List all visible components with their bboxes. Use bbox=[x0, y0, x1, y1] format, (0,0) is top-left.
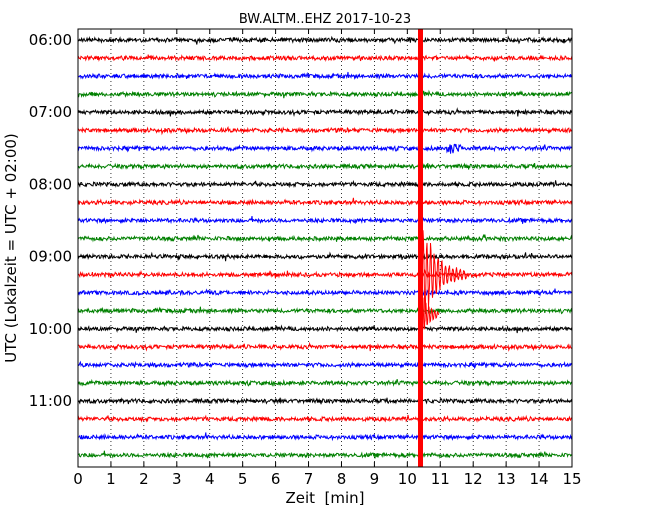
y-tick-label: 07:00 bbox=[29, 103, 72, 121]
x-tick-label: 13 bbox=[497, 470, 516, 488]
x-tick-label: 4 bbox=[205, 470, 215, 488]
trace-6 bbox=[77, 143, 573, 154]
trace-5 bbox=[77, 126, 573, 136]
y-axis-ticks: 06:00 07:00 08:00 09:00 10:00 11:00 bbox=[29, 31, 572, 410]
trace-1 bbox=[77, 54, 573, 63]
earthquake-event bbox=[418, 29, 467, 467]
y-tick-label: 06:00 bbox=[29, 31, 72, 49]
x-tick-label: 2 bbox=[139, 470, 149, 488]
chart-title: BW.ALTM..EHZ 2017-10-23 bbox=[239, 12, 411, 27]
trace-19 bbox=[77, 378, 573, 388]
trace-13 bbox=[77, 268, 573, 279]
x-axis-ticks: 0 1 2 3 4 5 6 7 8 9 10 11 12 13 14 15 bbox=[73, 29, 582, 488]
trace-21 bbox=[77, 414, 572, 423]
seismic-traces bbox=[77, 35, 573, 460]
x-tick-label: 11 bbox=[431, 470, 450, 488]
x-tick-label: 1 bbox=[106, 470, 116, 488]
event-coda-lower bbox=[420, 296, 439, 337]
trace-11 bbox=[77, 233, 573, 243]
x-tick-label: 15 bbox=[562, 470, 581, 488]
trace-20 bbox=[77, 397, 573, 406]
trace-16 bbox=[77, 324, 573, 334]
trace-14 bbox=[77, 288, 573, 297]
trace-15 bbox=[77, 306, 573, 315]
trace-7 bbox=[77, 162, 572, 171]
trace-17 bbox=[77, 341, 573, 352]
plot-frame bbox=[77, 28, 573, 468]
x-tick-label: 5 bbox=[238, 470, 248, 488]
trace-22 bbox=[77, 432, 573, 442]
x-tick-label: 10 bbox=[398, 470, 417, 488]
x-tick-label: 6 bbox=[271, 470, 281, 488]
trace-12 bbox=[77, 251, 573, 262]
x-tick-label: 7 bbox=[304, 470, 314, 488]
x-tick-label: 12 bbox=[464, 470, 483, 488]
trace-10 bbox=[77, 215, 573, 225]
trace-18 bbox=[77, 360, 573, 370]
trace-0 bbox=[77, 35, 572, 45]
trace-8 bbox=[77, 179, 573, 189]
y-axis-label: UTC (Lokalzeit = UTC + 02:00) bbox=[2, 133, 20, 363]
x-tick-label: 0 bbox=[73, 470, 83, 488]
x-tick-label: 3 bbox=[172, 470, 182, 488]
y-tick-label: 09:00 bbox=[29, 248, 72, 266]
x-tick-label: 14 bbox=[530, 470, 549, 488]
trace-9 bbox=[77, 197, 573, 207]
y-tick-label: 08:00 bbox=[29, 175, 72, 193]
trace-3 bbox=[77, 89, 573, 99]
y-tick-label: 11:00 bbox=[29, 392, 72, 410]
event-coda bbox=[420, 230, 467, 326]
event-saturated-band bbox=[418, 29, 424, 467]
x-tick-label: 9 bbox=[370, 470, 380, 488]
trace-23 bbox=[77, 450, 573, 460]
x-axis-label: Zeit [min] bbox=[285, 489, 364, 507]
trace-4 bbox=[77, 107, 573, 117]
trace-2 bbox=[77, 71, 572, 81]
x-tick-label: 8 bbox=[337, 470, 347, 488]
y-tick-label: 10:00 bbox=[29, 320, 72, 338]
